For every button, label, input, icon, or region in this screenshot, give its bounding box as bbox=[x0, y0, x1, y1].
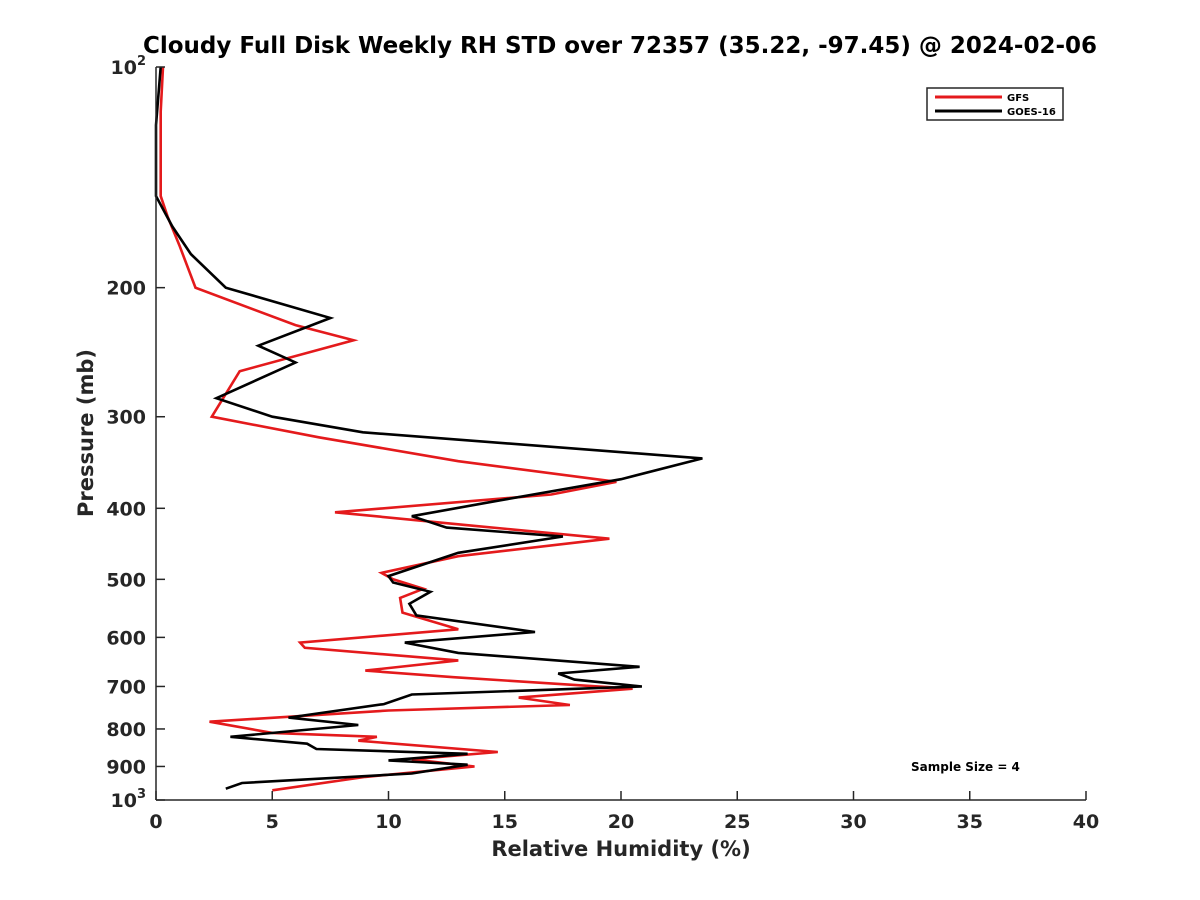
x-tick-label: 40 bbox=[1073, 811, 1099, 833]
chart-title: Cloudy Full Disk Weekly RH STD over 7235… bbox=[143, 33, 1097, 59]
x-tick-label: 20 bbox=[608, 811, 634, 833]
y-tick-label: 500 bbox=[106, 569, 146, 591]
x-tick-label: 10 bbox=[375, 811, 401, 833]
y-tick-label: 900 bbox=[106, 756, 146, 778]
plot-lines bbox=[154, 66, 703, 792]
y-tick-label: 600 bbox=[106, 627, 146, 649]
legend-label-goes16: GOES-16 bbox=[1007, 107, 1056, 118]
x-ticks: 0 5 10 15 20 25 30 35 40 bbox=[149, 791, 1099, 833]
series-line-goes-16 bbox=[154, 66, 703, 790]
x-tick-label: 25 bbox=[724, 811, 750, 833]
y-axis-label: Pressure (mb) bbox=[74, 349, 98, 517]
legend: GFS GOES-16 bbox=[926, 87, 1064, 121]
legend-box bbox=[926, 87, 1064, 121]
x-axis-label: Relative Humidity (%) bbox=[491, 837, 750, 861]
x-tick-label: 35 bbox=[957, 811, 983, 833]
y-tick-label: 800 bbox=[106, 719, 146, 741]
y-ticks: 102 200 300 400 500 600 700 800 900 103 bbox=[106, 54, 165, 812]
y-tick-label: 300 bbox=[106, 407, 146, 429]
y-tick-label: 700 bbox=[106, 676, 146, 698]
y-tick-label: 103 bbox=[111, 787, 147, 812]
y-tick-label: 200 bbox=[106, 278, 146, 300]
x-tick-label: 15 bbox=[492, 811, 518, 833]
x-tick-label: 5 bbox=[266, 811, 279, 833]
y-tick-label: 102 bbox=[111, 54, 147, 79]
x-tick-label: 30 bbox=[840, 811, 866, 833]
x-tick-label: 0 bbox=[149, 811, 162, 833]
legend-label-gfs: GFS bbox=[1007, 93, 1029, 104]
series-line-gfs bbox=[159, 66, 633, 792]
sample-size-annotation: Sample Size = 4 bbox=[911, 760, 1020, 774]
y-tick-label: 400 bbox=[106, 498, 146, 520]
